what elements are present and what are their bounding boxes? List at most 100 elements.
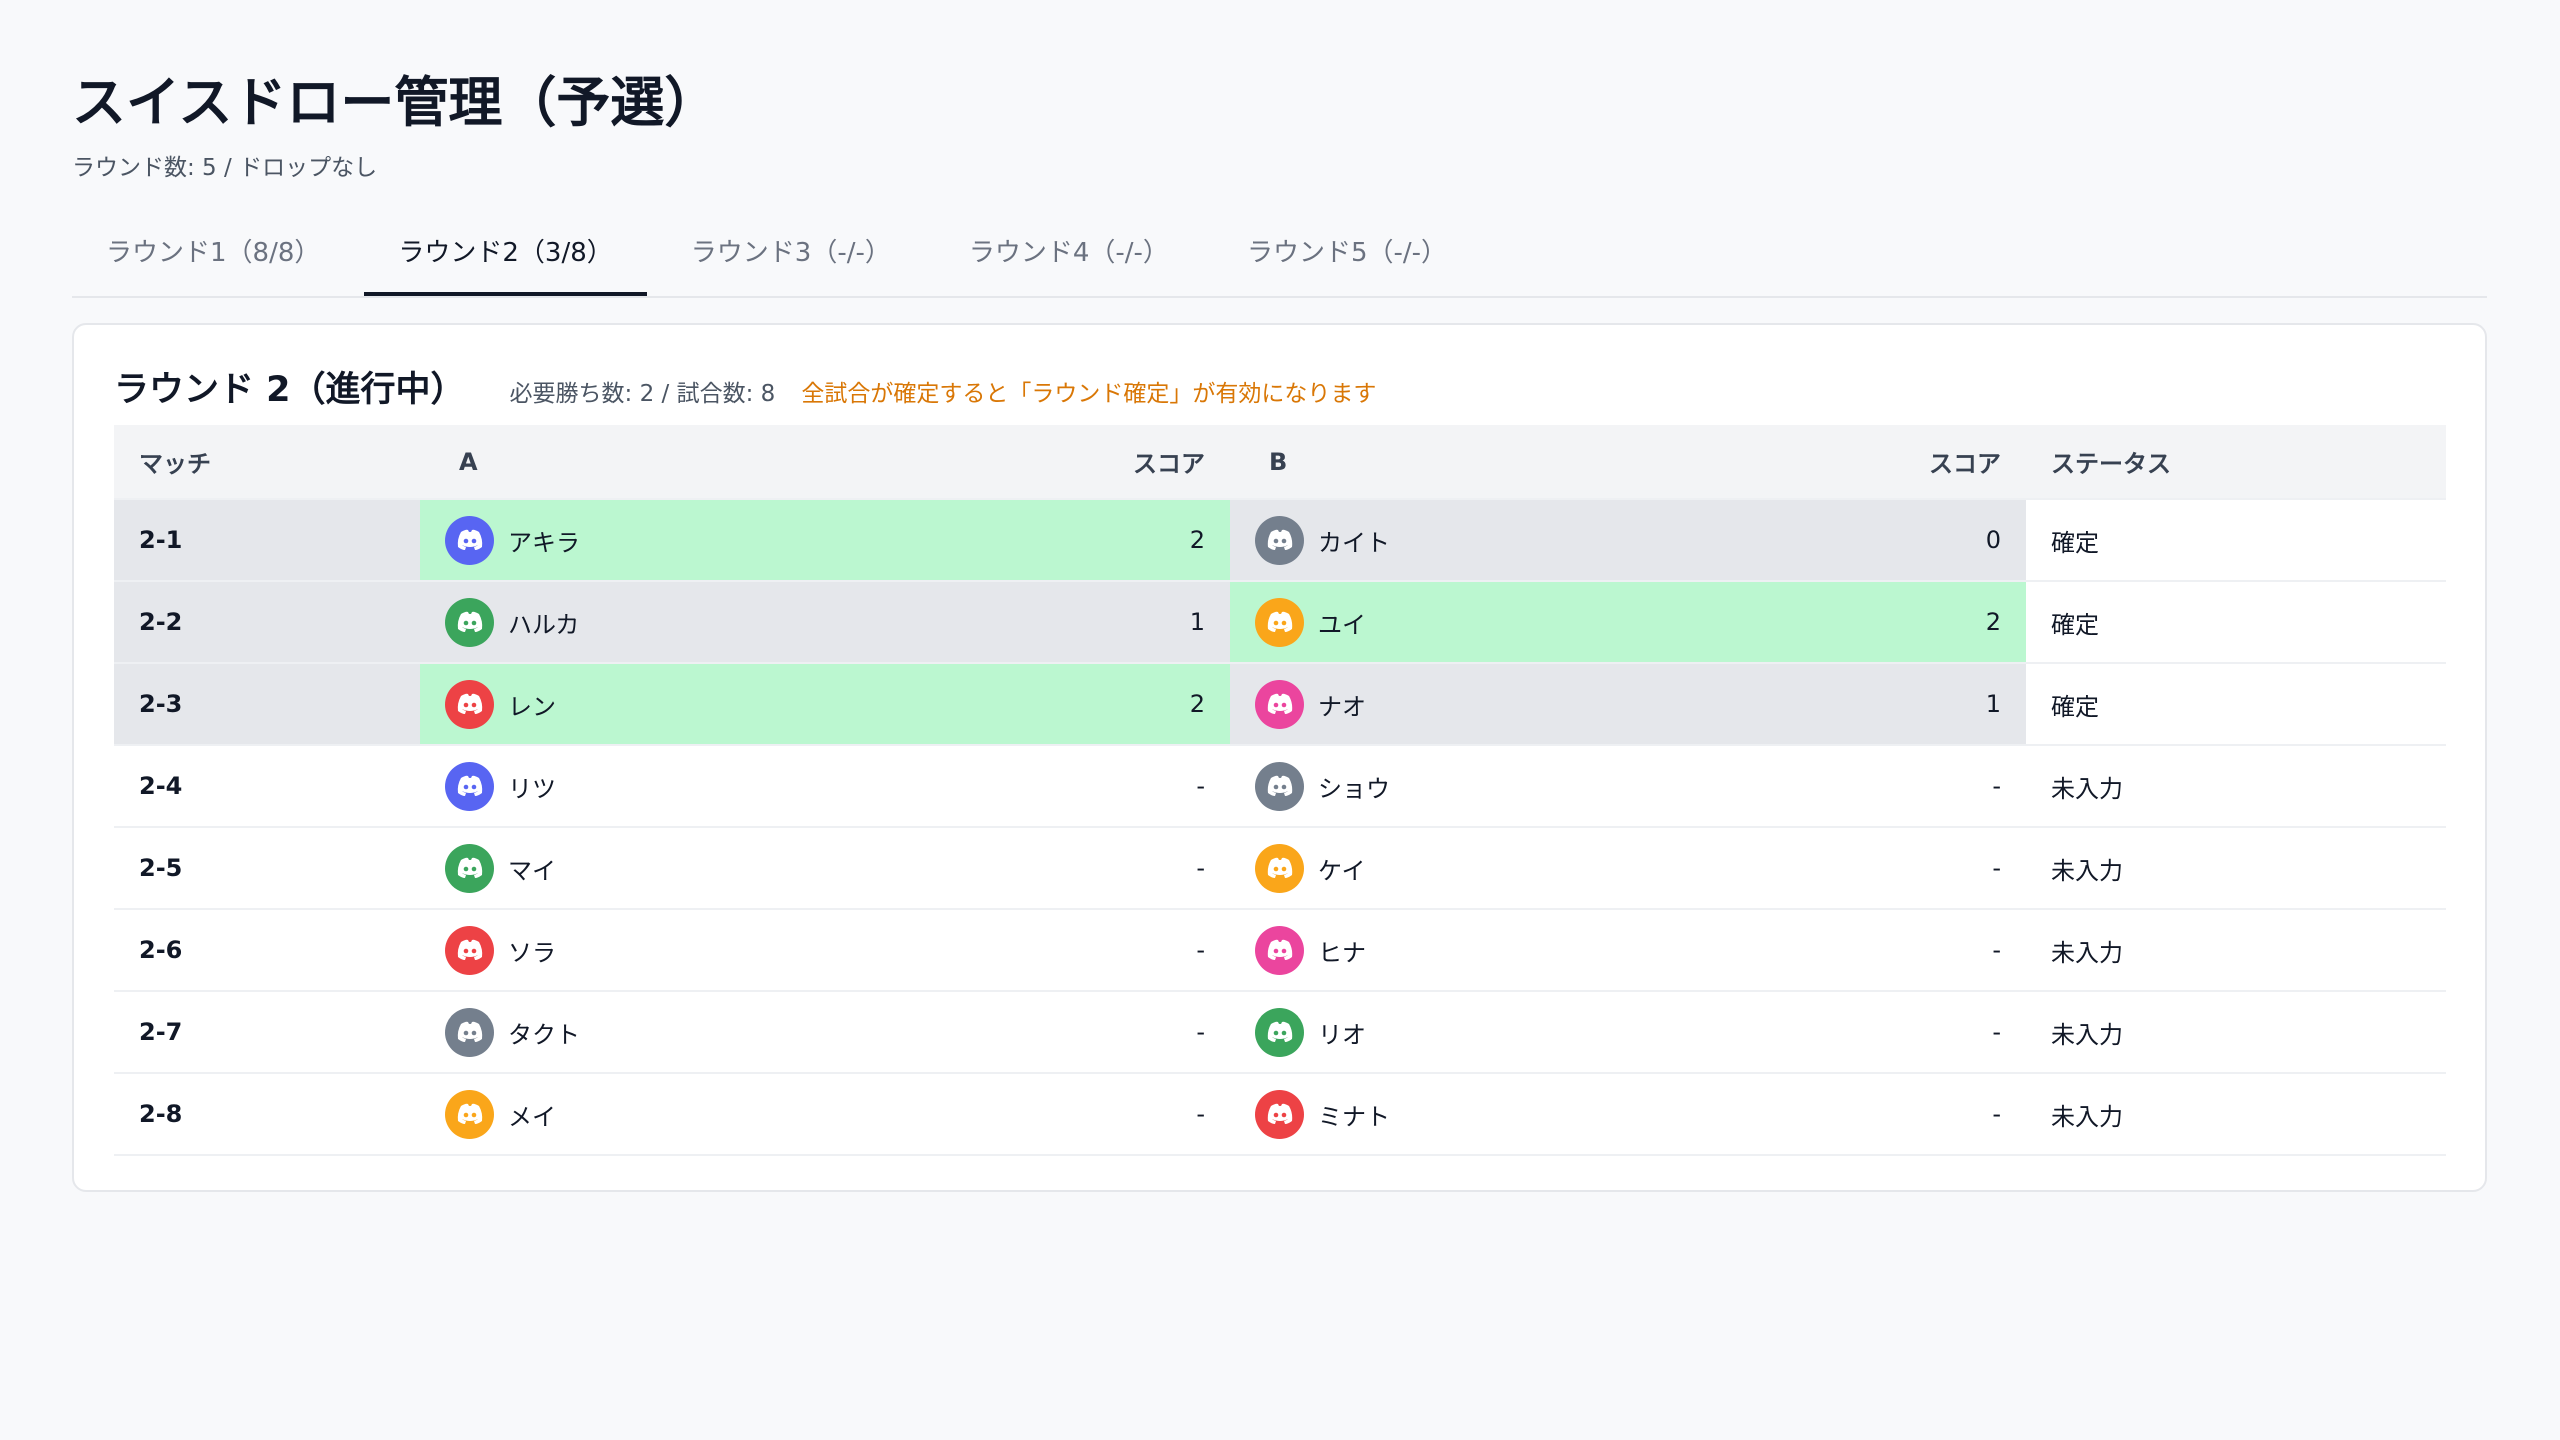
match-cell: 2-3 (114, 664, 420, 744)
panel-title: ラウンド 2（進行中） (114, 370, 466, 410)
player-avatar (1255, 679, 1304, 729)
player-name: ヒナ (1318, 938, 1366, 967)
header-cell: ステータス (2026, 425, 2446, 498)
match-cell: 2-8 (114, 1074, 420, 1154)
header-label: マッチ (139, 450, 211, 478)
header-cell: マッチ (114, 425, 420, 498)
match-id: 2-2 (139, 608, 183, 636)
player-avatar (1255, 843, 1304, 893)
table-header: マッチ A スコア B スコア ステータス (114, 425, 2446, 500)
player-avatar (445, 515, 494, 565)
status-cell: 未入力 (2026, 746, 2446, 826)
player-name: ナオ (1318, 692, 1366, 721)
header-label: ステータス (2051, 450, 2171, 478)
player-avatar (1255, 515, 1304, 565)
match-row: 2-3 レン 2 ナオ 1 確定 (114, 664, 2446, 746)
status-cell: 未入力 (2026, 910, 2446, 990)
player-name: ケイ (1318, 856, 1366, 885)
player-avatar (445, 1007, 494, 1057)
discord-icon (1267, 857, 1292, 878)
score: - (1992, 936, 2001, 964)
score: - (1196, 1100, 1205, 1128)
player-name: レン (508, 692, 556, 721)
player-avatar (445, 597, 494, 647)
match-row: 2-7 タクト - リオ - 未入力 (114, 992, 2446, 1074)
status: 未入力 (2051, 774, 2123, 803)
player-cell: マイ - (420, 828, 1230, 908)
match-row: 2-8 メイ - ミナト - 未入力 (114, 1074, 2446, 1156)
player-cell: リオ - (1230, 992, 2026, 1072)
discord-icon (1267, 1103, 1292, 1124)
status-cell: 確定 (2026, 664, 2446, 744)
player-name: ハルカ (508, 610, 580, 639)
match-row: 2-4 リツ - ショウ - 未入力 (114, 746, 2446, 828)
round-tab[interactable]: ラウンド4（-/-） (968, 238, 1169, 268)
player-name: リツ (508, 774, 556, 803)
player-avatar (445, 843, 494, 893)
match-cell: 2-5 (114, 828, 420, 908)
player-name: ソラ (508, 938, 556, 967)
match-cell: 2-7 (114, 992, 420, 1072)
score: 2 (1189, 526, 1205, 554)
player-cell: ヒナ - (1230, 910, 2026, 990)
status-cell: 未入力 (2026, 1074, 2446, 1154)
score: 1 (1985, 690, 2001, 718)
player-name: ミナト (1318, 1102, 1390, 1131)
player-name: ユイ (1318, 610, 1366, 639)
round-tab[interactable]: ラウンド5（-/-） (1246, 238, 1448, 268)
panel-meta: 必要勝ち数: 2 / 試合数: 8 (509, 381, 776, 407)
player-name: リオ (1318, 1020, 1366, 1049)
match-row: 2-6 ソラ - ヒナ - 未入力 (114, 910, 2446, 992)
discord-icon (1267, 1021, 1292, 1042)
match-cell: 2-4 (114, 746, 420, 826)
round-tab[interactable]: ラウンド1（8/8） (106, 238, 321, 268)
player-cell: ショウ - (1230, 746, 2026, 826)
player-avatar (1255, 597, 1304, 647)
header-label: A (459, 447, 478, 476)
round-tab[interactable]: ラウンド3（-/-） (690, 238, 891, 268)
discord-icon (1267, 693, 1292, 714)
player-avatar (445, 1089, 494, 1139)
score: - (1992, 1018, 2001, 1046)
discord-icon (457, 775, 482, 796)
match-id: 2-6 (139, 936, 183, 964)
player-name: カイト (1318, 528, 1390, 557)
score: - (1196, 854, 1205, 882)
score: 0 (1985, 526, 2001, 554)
player-avatar (445, 925, 494, 975)
player-name: マイ (508, 856, 556, 885)
player-cell: ユイ 2 (1230, 582, 2026, 662)
player-cell: メイ - (420, 1074, 1230, 1154)
player-cell: アキラ 2 (420, 500, 1230, 580)
round-tab[interactable]: ラウンド2（3/8） (364, 220, 647, 296)
player-cell: タクト - (420, 992, 1230, 1072)
player-avatar (1255, 1089, 1304, 1139)
player-name: ショウ (1318, 774, 1390, 803)
score: - (1992, 1100, 2001, 1128)
header-label: B (1269, 447, 1288, 476)
match-row: 2-1 アキラ 2 カイト 0 確定 (114, 500, 2446, 582)
player-cell: ケイ - (1230, 828, 2026, 908)
discord-icon (457, 1021, 482, 1042)
discord-icon (1267, 611, 1292, 632)
header-cell: A スコア (420, 425, 1230, 498)
player-avatar (1255, 1007, 1304, 1057)
player-cell: ミナト - (1230, 1074, 2026, 1154)
match-cell: 2-6 (114, 910, 420, 990)
score: - (1196, 936, 1205, 964)
player-cell: ハルカ 1 (420, 582, 1230, 662)
match-id: 2-5 (139, 854, 183, 882)
status-cell: 未入力 (2026, 992, 2446, 1072)
score: - (1992, 854, 2001, 882)
header-cell: B スコア (1230, 425, 2026, 498)
player-name: タクト (508, 1020, 580, 1049)
status-cell: 未入力 (2026, 828, 2446, 908)
status: 未入力 (2051, 938, 2123, 967)
status: 確定 (2051, 610, 2099, 639)
player-name: アキラ (508, 528, 580, 557)
match-id: 2-4 (139, 772, 183, 800)
page-title: スイスドロー管理（予選） (72, 71, 719, 134)
status: 未入力 (2051, 856, 2123, 885)
status-cell: 確定 (2026, 500, 2446, 580)
